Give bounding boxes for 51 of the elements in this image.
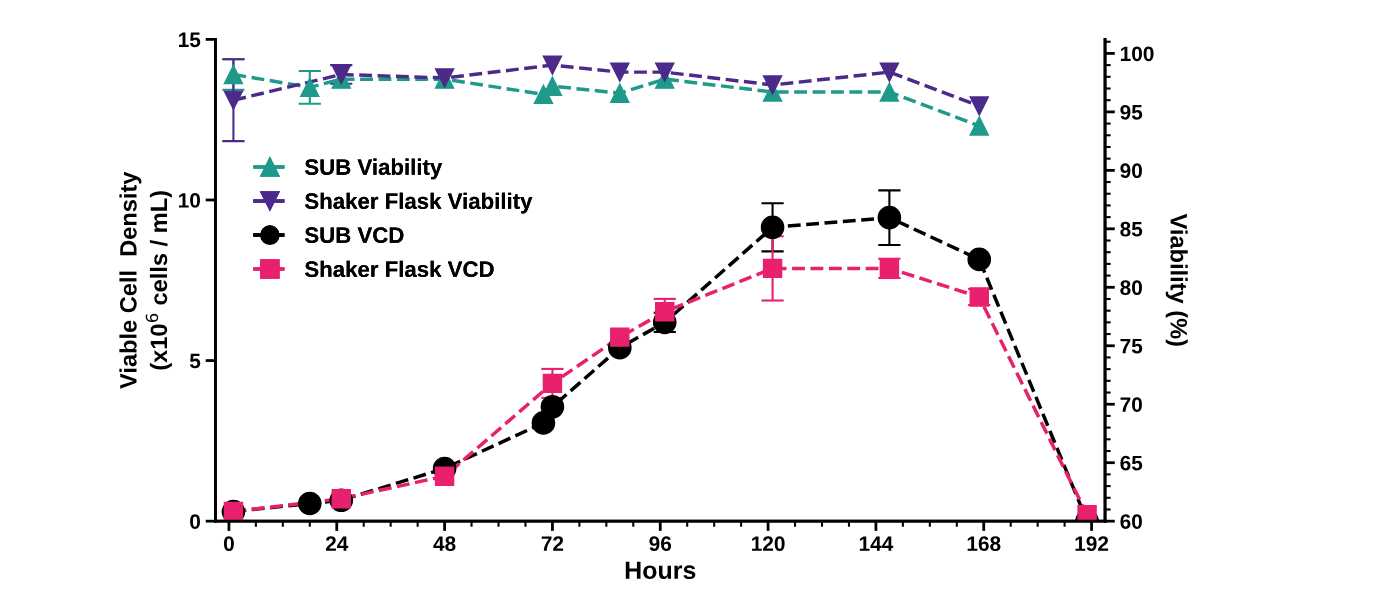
- point: [297, 491, 322, 516]
- y2-tick-label: 95: [1120, 104, 1143, 120]
- point: [760, 215, 785, 240]
- y2-tick-label: 65: [1120, 455, 1143, 471]
- x-tick-label: 144: [859, 536, 894, 551]
- y-tick-label: 5: [189, 353, 201, 369]
- point: [877, 205, 902, 230]
- x-tick-label: 96: [649, 536, 672, 552]
- y2-tick-label: 90: [1120, 163, 1142, 179]
- point: [610, 83, 630, 103]
- point: [879, 62, 900, 82]
- y-tick-label: 0: [190, 514, 201, 529]
- point: [655, 62, 675, 82]
- y-tick-label: 10: [179, 192, 201, 208]
- point: [434, 466, 455, 486]
- point: [540, 395, 565, 419]
- x-tick-label: 24: [325, 536, 349, 551]
- y2-tick-label: 60: [1120, 514, 1142, 529]
- y2-axis-title: Viability (%): [1165, 213, 1188, 346]
- point: [762, 258, 783, 279]
- y2-tick-label: 85: [1120, 221, 1143, 237]
- point: [223, 64, 244, 85]
- y2-tick-label: 100: [1120, 46, 1154, 62]
- x-tick-label: 72: [541, 536, 564, 551]
- point: [223, 90, 244, 110]
- point: [300, 77, 320, 98]
- y2-tick-label: 70: [1120, 397, 1142, 412]
- x-tick-label: 48: [433, 536, 456, 552]
- y-axis-title: Viable Cell Density (x10$^{6}$ cells / mL): [119, 171, 172, 389]
- point: [610, 62, 630, 82]
- point: [542, 373, 563, 394]
- point: [969, 116, 989, 136]
- legend-label: Shaker Flask VCD: [304, 260, 494, 278]
- x-tick-label: 120: [752, 536, 785, 552]
- y2-tick-label: 75: [1120, 338, 1143, 354]
- legend-label: Shaker Flask Viability: [304, 192, 533, 214]
- point: [542, 55, 563, 75]
- point: [655, 302, 675, 322]
- point: [762, 75, 783, 95]
- point: [967, 247, 992, 272]
- x-tick-label: 192: [1075, 536, 1109, 552]
- legend-label: SUB Viability: [304, 158, 443, 180]
- point: [969, 96, 989, 116]
- y2-tick-label: 80: [1120, 280, 1142, 296]
- x-tick-label: 168: [967, 536, 1001, 552]
- legend-label: SUB VCD: [304, 227, 404, 244]
- point: [610, 327, 630, 347]
- y-tick-label: 15: [179, 32, 201, 48]
- x-tick-label: 0: [223, 536, 234, 552]
- point: [879, 82, 900, 102]
- x-axis-title: Hours: [625, 561, 696, 580]
